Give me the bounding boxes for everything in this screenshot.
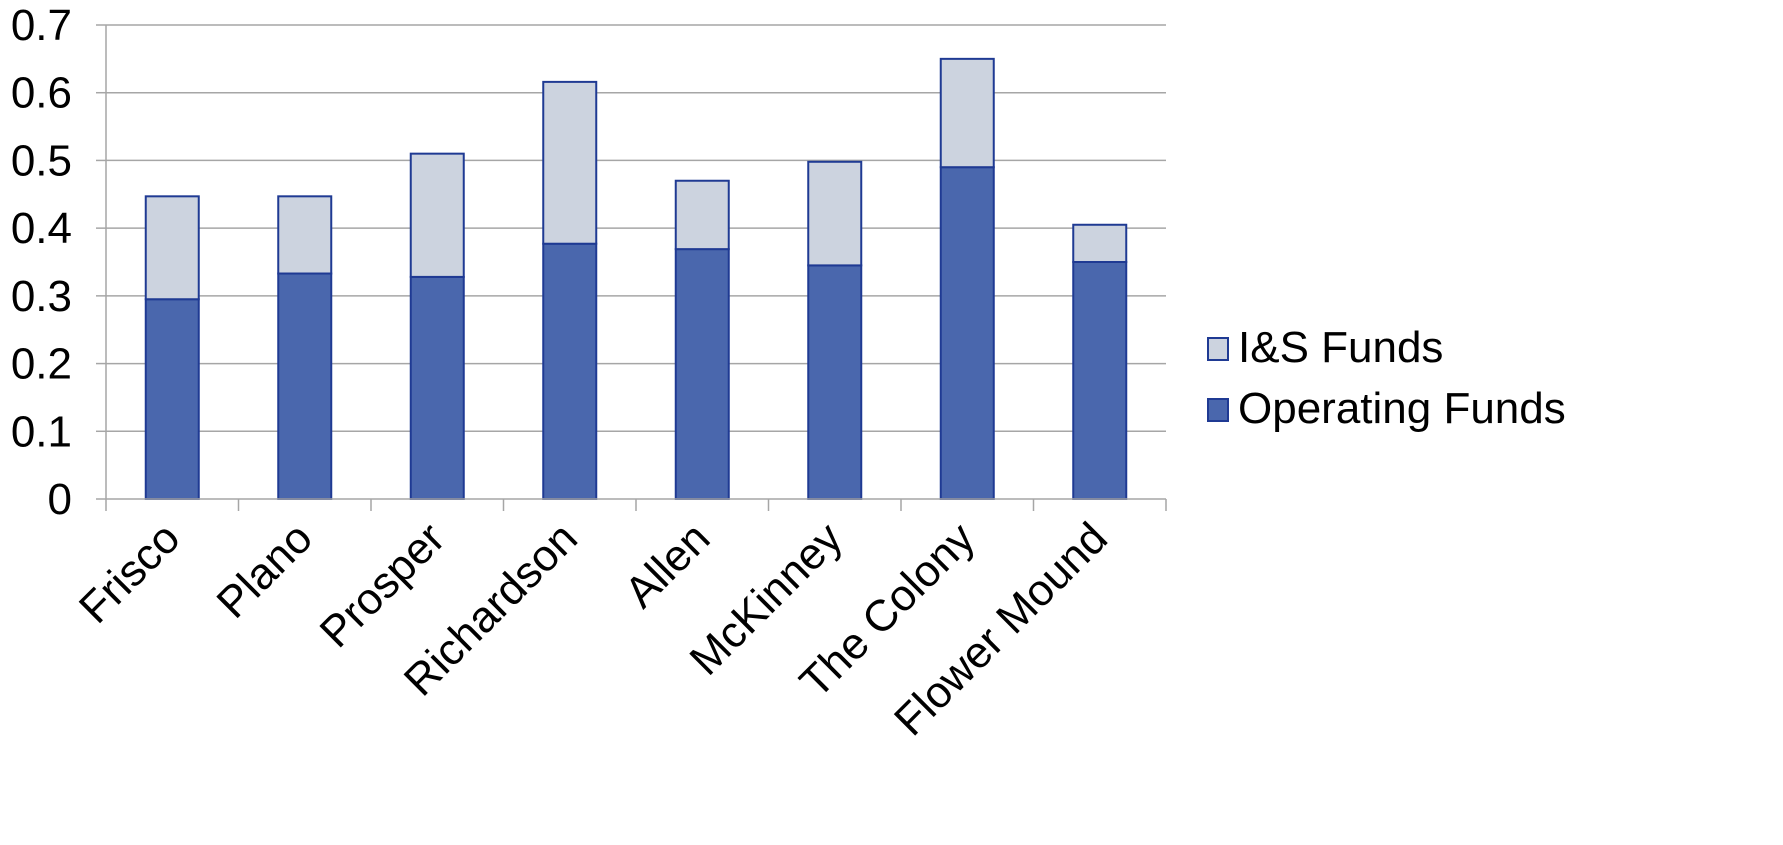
y-tick-label: 0.4 [11, 204, 72, 253]
legend-swatch-iands-funds [1207, 337, 1229, 361]
bar-iands-funds-richardson [542, 80, 598, 245]
y-tick-label: 0.7 [11, 1, 72, 50]
bar-iands-funds-flower-mound [1072, 223, 1128, 263]
bar-iands-funds-the-colony [939, 57, 995, 169]
y-tick-label: 0.3 [11, 272, 72, 321]
bars [144, 57, 1128, 501]
y-tick-label: 0.6 [11, 69, 72, 118]
bar-operating-funds-prosper [409, 275, 465, 501]
bar-operating-funds-mckinney [807, 264, 863, 500]
x-category-label: Allen [615, 513, 719, 617]
legend: I&S Funds Operating Funds [1207, 323, 1566, 433]
y-axis-tick-labels: 0 0.1 0.2 0.3 0.4 0.5 0.6 0.7 [11, 1, 72, 524]
gridlines [106, 24, 1166, 433]
legend-swatch-operating-funds [1207, 398, 1229, 422]
bar-operating-funds-plano [277, 272, 333, 500]
legend-label-operating-funds: Operating Funds [1238, 384, 1566, 433]
bar-iands-funds-mckinney [807, 160, 863, 267]
x-category-label: Frisco [70, 513, 189, 632]
y-tick-label: 0.2 [11, 340, 72, 389]
bar-iands-funds-allen [674, 179, 730, 251]
bar-iands-funds-prosper [409, 152, 465, 278]
bar-iands-funds-frisco [144, 195, 200, 301]
bar-operating-funds-richardson [542, 242, 598, 500]
bar-operating-funds-frisco [144, 298, 200, 500]
legend-label-iands-funds: I&S Funds [1238, 323, 1443, 372]
bar-operating-funds-flower-mound [1072, 261, 1128, 500]
x-category-label: Plano [208, 513, 322, 627]
axes [96, 24, 1167, 511]
bar-operating-funds-allen [674, 248, 730, 500]
y-tick-label: 0.1 [11, 407, 72, 456]
bar-iands-funds-plano [277, 195, 333, 275]
y-tick-label: 0.5 [11, 136, 72, 185]
bar-operating-funds-the-colony [939, 166, 995, 500]
y-tick-label: 0 [48, 475, 72, 524]
